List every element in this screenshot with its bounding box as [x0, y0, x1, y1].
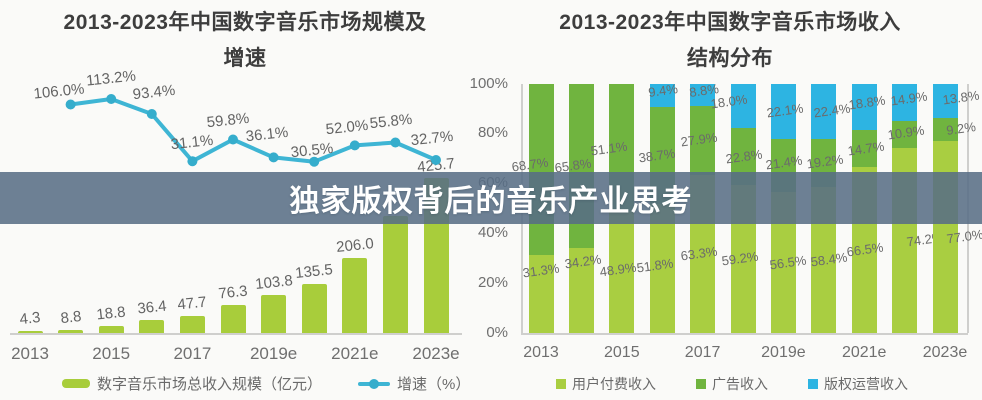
right-y-axis-label: 80%: [477, 124, 508, 142]
left-x-axis-label: 2021e: [331, 344, 379, 363]
growth-line-point: [390, 137, 401, 148]
bar-series-legend-label: 数字音乐市场总收入规模（亿元）: [97, 376, 323, 393]
user-pay-segment: [649, 203, 675, 333]
right-y-axis-label: 40%: [477, 224, 508, 242]
right-chart-legend: 用户付费收入 广告收入 版权运营收入: [556, 374, 908, 394]
user-pay-segment: [528, 254, 554, 333]
growth-line-point: [146, 109, 157, 119]
right-y-axis-label: 0%: [486, 324, 508, 341]
copyright-revenue-segment: [851, 83, 877, 131]
right-x-axis-label: 2019e: [761, 344, 806, 361]
left-bar: [342, 257, 368, 333]
ad-revenue-legend-label: 广告收入: [712, 376, 768, 392]
growth-line-point: [431, 155, 441, 165]
left-bar: [98, 326, 124, 333]
right-chart-title-line1: 2013-2023年中国数字音乐市场收入: [559, 11, 901, 34]
right-chart-title-line2: 结构分布: [687, 47, 773, 70]
right-chart-title: 2013-2023年中国数字音乐市场收入 结构分布: [510, 6, 950, 72]
headline-banner: 独家版权背后的音乐产业思考: [0, 172, 982, 224]
right-x-axis-line: [521, 333, 968, 335]
growth-line-point: [309, 156, 320, 167]
right-x-axis-label: 2015: [604, 344, 640, 361]
growth-line: [68, 97, 438, 164]
left-x-axis-label: 2023e: [412, 344, 460, 363]
copyright-revenue-segment: [892, 83, 918, 121]
left-x-axis-label: 2015: [92, 344, 131, 363]
ad-revenue-segment: [690, 105, 716, 176]
line-series-swatch: [358, 378, 391, 389]
right-x-axis-label: 2017: [684, 344, 721, 361]
copyright-revenue-segment: [932, 83, 958, 118]
user-pay-segment: [609, 211, 635, 333]
user-pay-swatch: [556, 379, 566, 389]
left-x-axis-label: 2019e: [249, 344, 298, 363]
growth-line-point: [106, 94, 117, 104]
left-x-axis-label: 2017: [173, 344, 212, 363]
user-pay-segment: [568, 247, 594, 333]
copyright-revenue-segment: [811, 83, 837, 140]
line-series-legend-label: 增速（%）: [397, 376, 471, 393]
bar-series-swatch: [62, 379, 90, 388]
left-x-axis-label: 2013: [11, 344, 49, 363]
ad-revenue-segment: [528, 83, 554, 255]
left-chart-title: 2013-2023年中国数字音乐市场规模及 增速: [25, 6, 465, 72]
left-bar: [17, 331, 43, 333]
ad-revenue-segment: [932, 117, 958, 141]
copyright-revenue-legend-label: 版权运营收入: [824, 376, 908, 392]
user-pay-legend-label: 用户付费收入: [572, 376, 656, 392]
growth-line-point: [349, 140, 360, 151]
right-y-axis-label: 20%: [477, 274, 508, 292]
right-y-axis-label: 100%: [469, 74, 508, 92]
left-bar: [301, 283, 327, 333]
left-x-axis-line: [10, 333, 462, 335]
growth-line-point: [187, 156, 198, 167]
right-x-axis-label: 2023e: [922, 344, 968, 361]
ad-revenue-swatch: [696, 379, 706, 389]
left-bar: [139, 319, 165, 333]
left-chart-legend: 数字音乐市场总收入规模（亿元） 增速（%）: [62, 373, 470, 394]
copyright-revenue-segment: [649, 83, 675, 108]
copyright-revenue-segment: [690, 83, 716, 106]
left-chart-title-line2: 增速: [223, 47, 267, 70]
right-x-axis-label: 2013: [523, 344, 559, 361]
left-chart-title-line1: 2013-2023年中国数字音乐市场规模及: [63, 11, 427, 34]
left-bar: [58, 329, 84, 333]
left-bar: [382, 215, 408, 333]
ad-revenue-segment: [892, 120, 918, 148]
growth-line-point: [65, 99, 76, 110]
line-series-dot-icon: [369, 378, 380, 389]
growth-line-point: [228, 134, 238, 145]
headline-banner-text: 独家版权背后的音乐产业思考: [289, 185, 693, 218]
ad-revenue-segment: [851, 130, 877, 168]
growth-line-point: [268, 152, 279, 163]
left-bar: [220, 305, 246, 333]
copyright-revenue-segment: [730, 83, 756, 129]
copyright-revenue-swatch: [808, 379, 818, 389]
right-x-axis-label: 2021e: [841, 344, 887, 361]
copyright-revenue-segment: [770, 83, 796, 139]
left-bar: [179, 315, 205, 333]
left-bar: [261, 295, 287, 333]
